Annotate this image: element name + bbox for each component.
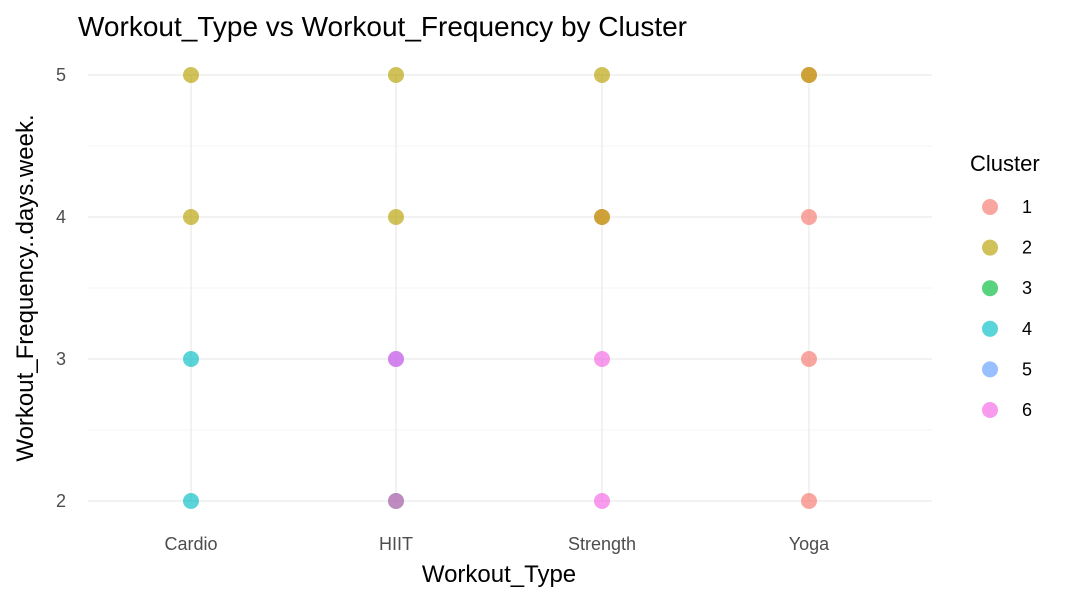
data-point (594, 351, 610, 367)
chart-title: Workout_Type vs Workout_Frequency by Clu… (78, 11, 687, 42)
legend-key (982, 361, 998, 378)
y-tick-label: 4 (56, 207, 66, 227)
data-point (183, 209, 199, 225)
legend-key (982, 280, 998, 297)
x-tick-label: Strength (568, 534, 636, 554)
legend-key (982, 320, 998, 337)
y-tick-label: 5 (56, 65, 66, 85)
data-point (183, 351, 199, 367)
x-tick-label: Yoga (789, 534, 830, 554)
legend-title: Cluster (970, 151, 1040, 176)
data-point (388, 493, 404, 509)
legend-label: 6 (1022, 400, 1032, 420)
legend-label: 5 (1022, 359, 1032, 379)
legend-key (982, 199, 998, 215)
data-point (594, 67, 610, 83)
x-tick-label: Cardio (164, 534, 217, 554)
legend-label: 4 (1022, 319, 1032, 339)
grid (88, 74, 932, 502)
data-point (594, 209, 610, 225)
y-axis-ticks: 2 3 4 5 (56, 65, 66, 511)
legend-label: 1 (1022, 197, 1032, 217)
data-point (388, 351, 404, 367)
data-point (183, 67, 199, 83)
data-points (183, 67, 817, 509)
data-point (388, 209, 404, 225)
data-point (801, 351, 817, 367)
data-point (801, 209, 817, 225)
legend-key (982, 402, 998, 418)
legend-label: 2 (1022, 238, 1032, 258)
x-axis-title: Workout_Type (422, 561, 576, 588)
data-point (801, 67, 817, 83)
x-axis-ticks: Cardio HIIT Strength Yoga (164, 534, 830, 554)
y-tick-label: 3 (56, 349, 66, 369)
legend: Cluster 1 2 3 4 5 6 (970, 151, 1040, 420)
legend-key (982, 239, 998, 256)
y-tick-label: 2 (56, 491, 66, 511)
x-tick-label: HIIT (379, 534, 413, 554)
data-point (388, 67, 404, 83)
y-axis-title: Workout_Frequency..days.week. (12, 114, 39, 461)
data-point (183, 493, 199, 509)
data-point (594, 493, 610, 509)
legend-label: 3 (1022, 278, 1032, 298)
data-point (801, 493, 817, 509)
